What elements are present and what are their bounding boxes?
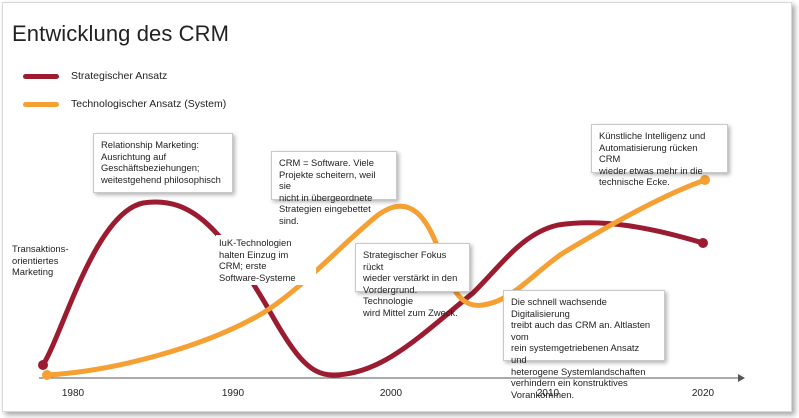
annotation-line: Künstliche Intelligenz und	[599, 130, 706, 141]
series-dot-strategic-end	[698, 238, 708, 248]
x-tick-label: 1990	[222, 388, 245, 399]
annotation-line: Projekte scheitern, weil sie	[279, 168, 376, 192]
series-line-technological	[44, 177, 708, 378]
annotation-line: Vorankommen.	[511, 388, 575, 400]
annotation-ki: Künstliche Intelligenz und Automatisierun…	[591, 124, 728, 187]
annotation-line: Strategien eingebettet sind.	[279, 203, 371, 226]
annotation-line: wieder etwas mehr in die	[599, 164, 703, 176]
annotation-digital: Die schnell wachsende Digitalisierung tre…	[503, 290, 665, 400]
annotation-line: wieder verstärkt in den	[363, 272, 458, 284]
annotation-line: Die schnell wachsende Digitalisierung	[511, 296, 607, 319]
annotation-line: Strategischer Fokus rückt	[363, 249, 447, 272]
x-axis-ticks: 1980 1990 2000 2010 2020	[62, 388, 715, 399]
legend-label-technological: Technologischer Ansatz (System)	[71, 98, 227, 110]
page-title: Entwicklung des CRM	[12, 21, 230, 46]
annotation-line: technische Ecke.	[599, 176, 670, 188]
legend-label-strategic: Strategischer Ansatz	[71, 70, 168, 82]
series-dot-strategic-start	[38, 360, 48, 370]
annotation-line: CRM = Software. Viele	[279, 157, 374, 168]
x-tick-label: 1980	[62, 388, 85, 399]
annotation-line: orientiertes	[12, 254, 59, 266]
annotation-fokus: Strategischer Fokus rückt wieder verstärk…	[355, 243, 470, 318]
chart-canvas: 1980 1990 2000 2010 2020	[38, 175, 745, 399]
annotation-line: treibt auch das CRM an. Altlasten vom	[511, 319, 651, 342]
annotation-line: heterogene Systemlandschaften	[511, 365, 646, 377]
legend-swatch-strategic	[23, 73, 59, 79]
annotation-line: weitestgehend philosophisch	[101, 173, 221, 185]
annotation-line: Vordergrund. Technologie	[363, 283, 418, 307]
annotation-transaktion: Transaktions-orientiertes Marketing	[12, 243, 92, 278]
series-dot-technological-start	[42, 370, 52, 380]
legend-swatch-technological	[23, 101, 59, 107]
annotation-line: Marketing	[12, 266, 54, 278]
annotation-line: Ausrichtung auf	[101, 150, 167, 162]
annotation-line: verhindern ein konstruktives	[511, 377, 628, 389]
x-axis-arrow	[738, 374, 745, 382]
x-tick-label: 2010	[537, 388, 560, 399]
legend-item-strategic: Strategischer Ansatz	[23, 68, 167, 84]
annotation-line: rein systemgetriebenen Ansatz und	[511, 342, 640, 365]
annotation-software: CRM = Software. Viele Projekte scheitern,…	[271, 151, 397, 226]
annotation-line: wird Mittel zum Zweck.	[363, 306, 458, 318]
annotation-iuk: IuK-Technologien halten Einzug im CRM; ers…	[216, 235, 316, 286]
annotation-line: nicht in übergeordnete	[279, 191, 373, 203]
annotation-line: IuK-Technologien	[219, 237, 292, 248]
x-tick-label: 2000	[380, 388, 403, 399]
annotation-relationship: Relationship Marketing: Ausrichtung auf Ge…	[93, 133, 233, 193]
legend-item-technological: Technologischer Ansatz (System)	[23, 96, 226, 112]
series-dot-technological-end	[700, 175, 710, 185]
annotation-line: Automatisierung rücken CRM	[599, 141, 698, 165]
series-line-strategic	[40, 199, 706, 378]
annotation-line: Software-Systeme	[219, 271, 296, 283]
annotation-line: Relationship Marketing:	[101, 139, 199, 150]
annotation-line: CRM; erste	[219, 260, 267, 272]
annotation-line: Transaktions-	[12, 243, 69, 254]
x-tick-label: 2020	[692, 388, 715, 399]
diagram-frame: Entwicklung des CRM Strategischer Ansatz…	[2, 2, 792, 412]
annotation-line: Geschäftsbeziehungen;	[101, 162, 200, 174]
annotation-line: halten Einzug im	[219, 248, 289, 260]
